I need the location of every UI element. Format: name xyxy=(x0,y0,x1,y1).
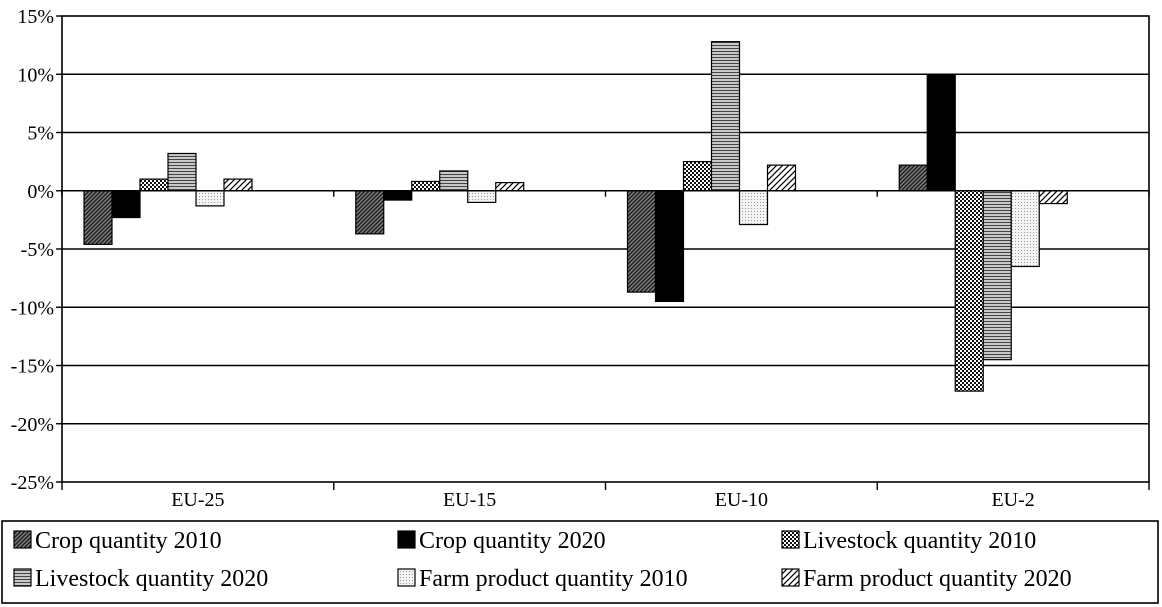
legend-label-4: Farm product quantity 2010 xyxy=(419,566,688,592)
bars xyxy=(83,41,1068,392)
bar-eu-15-series-4 xyxy=(467,190,497,203)
legend-swatch-1 xyxy=(397,530,416,549)
bar-eu-15-series-0 xyxy=(355,190,385,235)
legend-label-0: Crop quantity 2010 xyxy=(35,528,222,554)
y-tick-label-6: -15% xyxy=(11,356,54,378)
bar-eu-25-series-1 xyxy=(111,190,141,219)
x-tick-label-eu-10: EU-10 xyxy=(715,489,768,511)
bar-eu-25-series-3 xyxy=(167,152,197,192)
y-tick-label-8: -25% xyxy=(11,472,54,494)
bar-eu-2-series-2 xyxy=(954,190,984,392)
bar-eu-2-series-0 xyxy=(898,164,928,192)
bar-eu-25-series-0 xyxy=(83,190,113,245)
bar-eu-2-series-1 xyxy=(926,73,956,192)
legend-box xyxy=(1,520,1159,604)
bar-eu-15-series-2 xyxy=(411,180,441,192)
x-tick-label-eu-2: EU-2 xyxy=(991,489,1034,511)
y-tick-labels: 15% 10% 5% 0% -5% -10% -15% -20% -25% xyxy=(11,6,54,494)
legend-swatch-5 xyxy=(781,568,800,587)
legend-label-1: Crop quantity 2020 xyxy=(419,528,606,554)
legend-swatch-3 xyxy=(13,568,32,587)
legend-label-3: Livestock quantity 2020 xyxy=(35,566,268,592)
y-tick-label-3: 0% xyxy=(27,181,54,203)
x-tick-labels: EU-25 EU-15 EU-10 EU-2 xyxy=(171,489,1035,511)
bar-eu-10-series-5 xyxy=(766,164,797,192)
bar-eu-10-series-0 xyxy=(626,190,657,293)
legend: Crop quantity 2010 Crop quantity 2020 Live… xyxy=(1,520,1159,604)
bar-eu-10-series-1 xyxy=(654,190,685,303)
y-tick-label-7: -20% xyxy=(11,414,54,436)
bar-eu-10-series-2 xyxy=(682,161,713,192)
legend-swatch-2 xyxy=(781,530,800,549)
y-tick-label-4: -5% xyxy=(21,239,54,261)
legend-label-5: Farm product quantity 2020 xyxy=(803,566,1072,592)
bar-eu-25-series-4 xyxy=(195,190,225,207)
legend-swatch-0 xyxy=(13,530,32,549)
y-tick-label-5: -10% xyxy=(11,297,54,319)
bar-eu-2-series-5 xyxy=(1038,190,1068,205)
y-tick-label-2: 5% xyxy=(27,123,54,145)
bar-eu-15-series-1 xyxy=(383,190,413,201)
legend-swatch-4 xyxy=(397,568,416,587)
y-tick-label-1: 10% xyxy=(17,64,54,86)
x-tick-label-eu-15: EU-15 xyxy=(443,489,496,511)
legend-label-2: Livestock quantity 2010 xyxy=(803,528,1036,554)
axes xyxy=(56,15,1150,490)
bar-eu-10-series-3 xyxy=(710,41,741,192)
bar-eu-15-series-5 xyxy=(495,181,525,192)
bar-eu-2-series-3 xyxy=(982,190,1012,361)
bar-eu-25-series-2 xyxy=(139,178,169,192)
bar-eu-15-series-3 xyxy=(439,170,469,192)
bar-eu-25-series-5 xyxy=(223,178,253,192)
y-tick-label-0: 15% xyxy=(17,6,54,28)
bar-eu-2-series-4 xyxy=(1010,190,1040,268)
bar-eu-10-series-4 xyxy=(738,190,769,226)
x-tick-label-eu-25: EU-25 xyxy=(171,489,224,511)
